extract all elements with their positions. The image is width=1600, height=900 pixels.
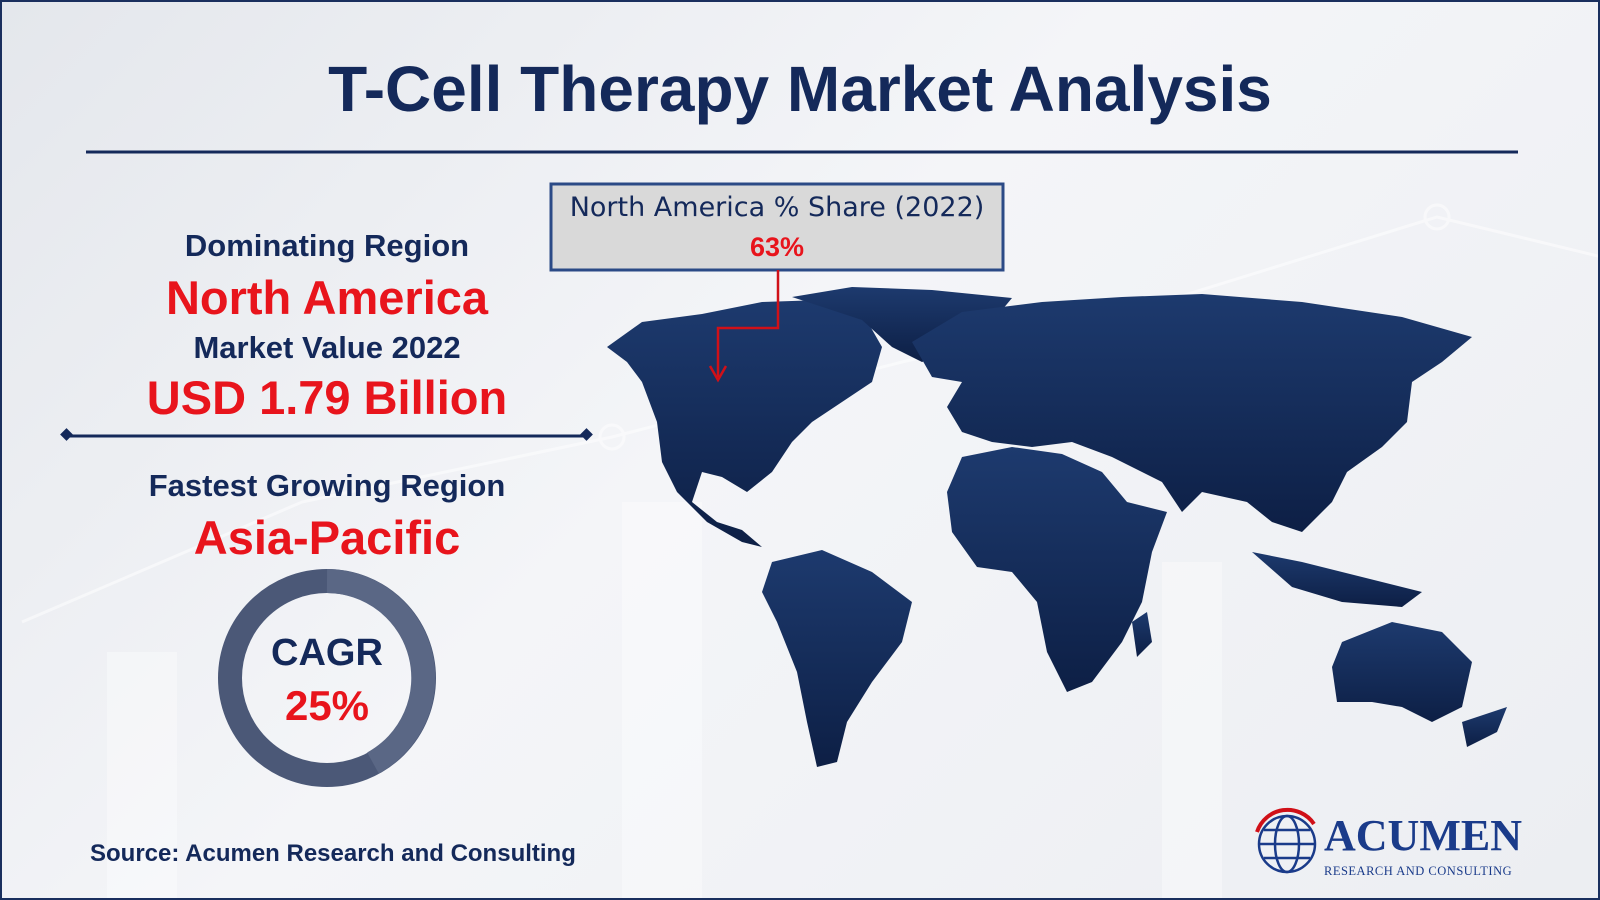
callout-box bbox=[549, 182, 1005, 272]
fastest-value: Asia-Pacific bbox=[193, 511, 461, 564]
logo-globe bbox=[1255, 807, 1317, 874]
callout-arrow bbox=[716, 270, 780, 377]
source: Source: Acumen Research and Consulting bbox=[90, 840, 576, 867]
logo-tagline: RESEARCH AND CONSULTING bbox=[1324, 864, 1513, 878]
cagr-label: CAGR bbox=[271, 632, 383, 674]
cagr-value: 25% bbox=[284, 682, 370, 729]
callout-value: 63% bbox=[749, 232, 805, 262]
logo-name: ACUMEN bbox=[1324, 811, 1522, 860]
title: T-Cell Therapy Market Analysis bbox=[328, 53, 1272, 125]
market-label: Market Value 2022 bbox=[193, 330, 461, 365]
dominating-label: Dominating Region bbox=[184, 228, 470, 263]
fastest-label: Fastest Growing Region bbox=[148, 468, 506, 503]
callout-label: North America % Share (2022) bbox=[569, 192, 985, 223]
dominating-value: North America bbox=[165, 271, 489, 324]
world-map bbox=[607, 287, 1507, 767]
market-value: USD 1.79 Billion bbox=[146, 371, 508, 424]
